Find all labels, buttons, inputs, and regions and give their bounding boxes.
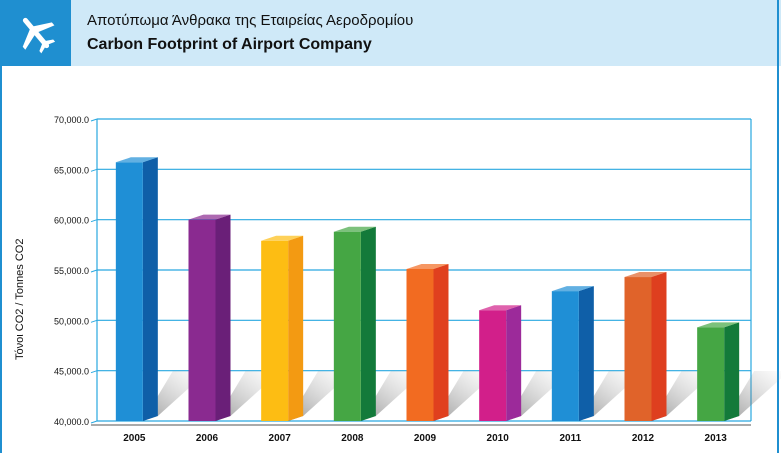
gridline-depth xyxy=(90,370,98,374)
gridline-depth xyxy=(90,168,98,172)
bar-side xyxy=(360,226,376,421)
bar xyxy=(261,240,289,421)
bar xyxy=(479,310,507,421)
y-tick-label: 55,000.0 xyxy=(54,266,89,276)
gridline-depth xyxy=(90,269,98,273)
bar-top xyxy=(261,235,304,241)
bar xyxy=(333,231,361,421)
bar-top xyxy=(551,286,594,292)
x-tick-label: 2011 xyxy=(559,433,581,444)
gridline-depth xyxy=(90,420,98,424)
bar-top xyxy=(406,263,449,269)
y-tick-label: 45,000.0 xyxy=(54,367,89,377)
bar-side xyxy=(433,263,449,421)
bar-top xyxy=(333,226,376,232)
x-tick-label: 2012 xyxy=(632,433,655,444)
x-tick-label: 2013 xyxy=(705,433,728,444)
bar-top xyxy=(624,272,667,278)
x-tick-label: 2007 xyxy=(269,433,292,444)
bar-side xyxy=(288,235,304,421)
x-tick-label: 2010 xyxy=(487,433,510,444)
bar-side xyxy=(724,322,740,421)
page-title-greek: Αποτύπωμα Άνθρακα της Εταιρείας Αεροδρομ… xyxy=(87,12,414,29)
bar xyxy=(406,268,434,421)
bar xyxy=(551,291,579,421)
gridline-depth xyxy=(90,118,98,122)
gridline-depth xyxy=(90,319,98,323)
bar-top xyxy=(115,157,158,163)
x-tick-label: 2006 xyxy=(196,433,219,444)
y-tick-label: 65,000.0 xyxy=(54,165,89,175)
airplane-icon-box xyxy=(0,0,71,66)
gridline-depth xyxy=(90,219,98,223)
bar-side xyxy=(651,272,667,421)
bar-side xyxy=(142,157,158,421)
y-tick-label: 50,000.0 xyxy=(54,316,89,326)
page-title-english: Carbon Footprint of Airport Company xyxy=(87,36,372,53)
y-tick-label: 70,000.0 xyxy=(54,115,89,125)
x-tick-label: 2009 xyxy=(414,433,437,444)
bar-top xyxy=(697,322,740,328)
bar xyxy=(624,277,652,421)
bar-side xyxy=(578,286,594,421)
bar-top xyxy=(188,214,231,220)
airplane-icon xyxy=(22,17,55,54)
bar-top xyxy=(479,305,522,311)
bar-side xyxy=(215,214,231,421)
bar-side xyxy=(506,305,522,421)
bar xyxy=(188,219,216,421)
bar xyxy=(115,162,143,421)
y-tick-label: 60,000.0 xyxy=(54,216,89,226)
bar xyxy=(697,327,725,421)
x-tick-label: 2008 xyxy=(341,433,364,444)
x-tick-label: 2005 xyxy=(123,433,146,444)
header-bar: Αποτύπωμα Άνθρακα της Εταιρείας Αεροδρομ… xyxy=(0,0,781,66)
y-tick-label: 40,000.0 xyxy=(54,417,89,427)
